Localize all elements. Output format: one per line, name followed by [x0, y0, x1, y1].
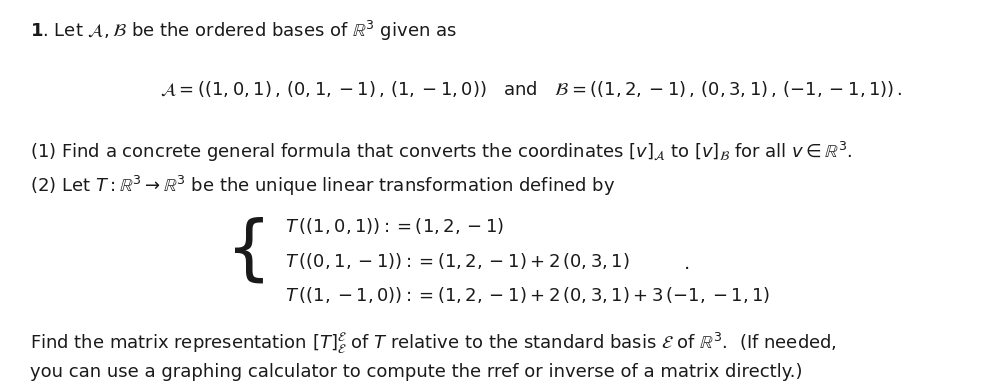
Text: (2) Let $T : \mathbb{R}^3 \to \mathbb{R}^3$ be the unique linear transformation : (2) Let $T : \mathbb{R}^3 \to \mathbb{R}…	[30, 174, 615, 198]
Text: $T\,((1,0,1)) := (1,2,-1)$: $T\,((1,0,1)) := (1,2,-1)$	[285, 216, 504, 236]
Text: $\mathcal{A} = \left((1,0,1)\,,\,(0,1,-1)\,,\,(1,-1,0)\right)$   and   $\mathcal: $\mathcal{A} = \left((1,0,1)\,,\,(0,1,-1…	[160, 79, 902, 98]
Text: (1) Find a concrete general formula that converts the coordinates $[v]_{\mathcal: (1) Find a concrete general formula that…	[30, 140, 853, 164]
Text: Find the matrix representation $[T]^{\mathcal{E}}_{\mathcal{E}}$ of $T$ relative: Find the matrix representation $[T]^{\ma…	[30, 331, 837, 357]
Text: $T\,((0,1,-1)) := (1,2,-1) + 2\,(0,3,1)$: $T\,((0,1,-1)) := (1,2,-1) + 2\,(0,3,1)$	[285, 251, 629, 271]
Text: you can use a graphing calculator to compute the rref or inverse of a matrix dir: you can use a graphing calculator to com…	[30, 363, 802, 381]
Text: $\{$: $\{$	[226, 216, 264, 286]
Text: $T\,((1,-1,0)) := (1,2,-1) + 2\,(0,3,1) + 3\,(-1,-1,1)$: $T\,((1,-1,0)) := (1,2,-1) + 2\,(0,3,1) …	[285, 285, 770, 305]
Text: $\mathbf{1}$. Let $\mathcal{A}, \mathcal{B}$ be the ordered bases of $\mathbb{R}: $\mathbf{1}$. Let $\mathcal{A}, \mathcal…	[30, 19, 457, 43]
Text: .: .	[684, 254, 690, 273]
